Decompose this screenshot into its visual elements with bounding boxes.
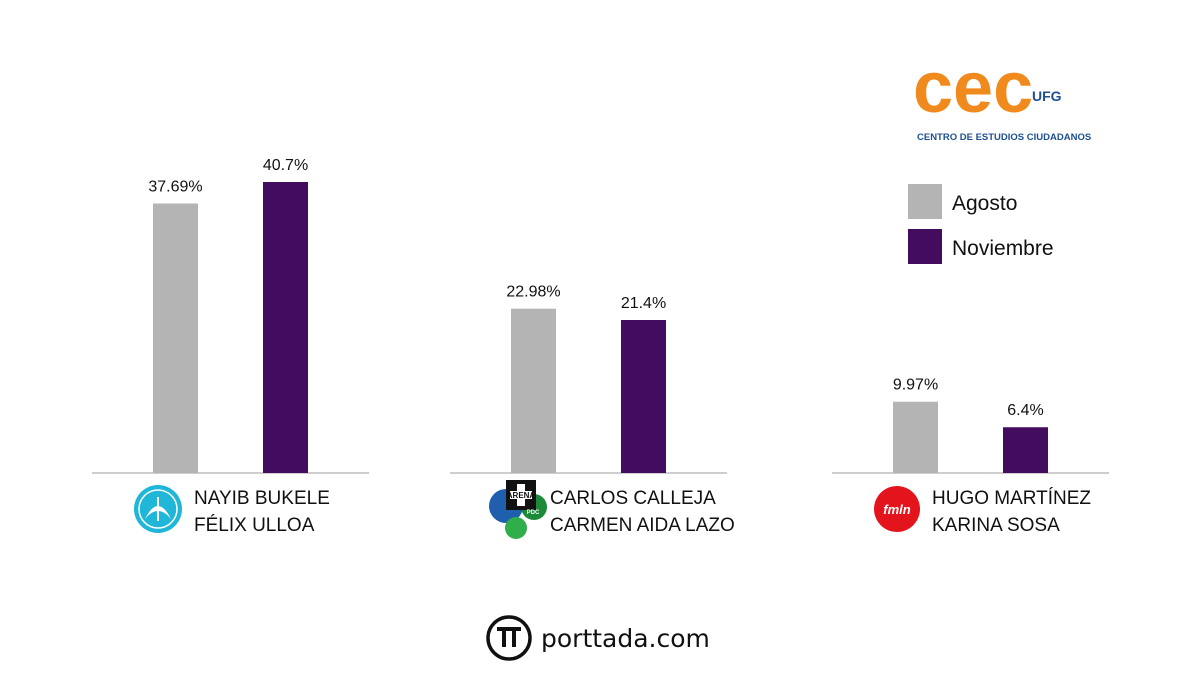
category-label-calleja-line2: CARMEN AIDA LAZO: [550, 515, 735, 536]
legend-label-agosto: Agosto: [952, 192, 1017, 215]
bar-agosto-bukele: [153, 203, 198, 474]
category-label-martinez-line1: HUGO MARTÍNEZ: [932, 488, 1091, 509]
category-label-calleja-line1: CARLOS CALLEJA: [550, 488, 716, 509]
bar-agosto-martinez: [893, 401, 938, 473]
cec-subtitle: CENTRO DE ESTUDIOS CIUDADANOS: [917, 132, 1091, 143]
data-label-agosto-martinez: 9.97%: [893, 377, 938, 394]
pdc-text: PDC: [527, 510, 540, 516]
legend: Agosto Noviembre: [908, 184, 1054, 264]
fmln-logo: fmln: [874, 486, 920, 532]
arena-coalition-logo: ARENA PDC: [489, 480, 547, 539]
bar-agosto-calleja: [511, 308, 556, 473]
bar-noviembre-martinez: [1003, 427, 1048, 473]
data-label-agosto-bukele: 37.69%: [148, 179, 202, 196]
data-label-noviembre-martinez: 6.4%: [1007, 402, 1043, 419]
footer-site: porttada.com: [541, 624, 710, 653]
bar-noviembre-calleja: [621, 319, 666, 473]
cec-logo: cec UFG CENTRO DE ESTUDIOS CIUDADANOS: [913, 48, 1091, 143]
legend-swatch-noviembre: [908, 229, 942, 264]
legend-label-noviembre: Noviembre: [952, 237, 1054, 260]
category-label-bukele-line2: FÉLIX ULLOA: [194, 515, 315, 536]
bar-noviembre-bukele: [263, 181, 308, 473]
category-bukele: NAYIB BUKELE FÉLIX ULLOA: [134, 485, 330, 536]
ufg-badge: UFG: [1032, 88, 1062, 104]
nuevas-ideas-logo: [134, 485, 182, 533]
data-label-noviembre-bukele: 40.7%: [263, 157, 308, 174]
arena-text: ARENA: [507, 491, 536, 500]
porttada-footer: porttada.com: [486, 615, 710, 661]
category-label-bukele-line1: NAYIB BUKELE: [194, 488, 330, 509]
data-label-agosto-calleja: 22.98%: [506, 284, 560, 301]
porttada-logo-icon: [486, 615, 532, 661]
cec-logo-mark: cec: [913, 48, 1033, 128]
data-label-noviembre-calleja: 21.4%: [621, 295, 666, 312]
category-label-martinez-line2: KARINA SOSA: [932, 515, 1060, 536]
category-martinez: fmln HUGO MARTÍNEZ KARINA SOSA: [874, 486, 1091, 536]
category-calleja: ARENA PDC CARLOS CALLEJA CARMEN AIDA LAZ…: [489, 480, 735, 539]
fmln-text: fmln: [883, 502, 911, 517]
legend-swatch-agosto: [908, 184, 942, 219]
